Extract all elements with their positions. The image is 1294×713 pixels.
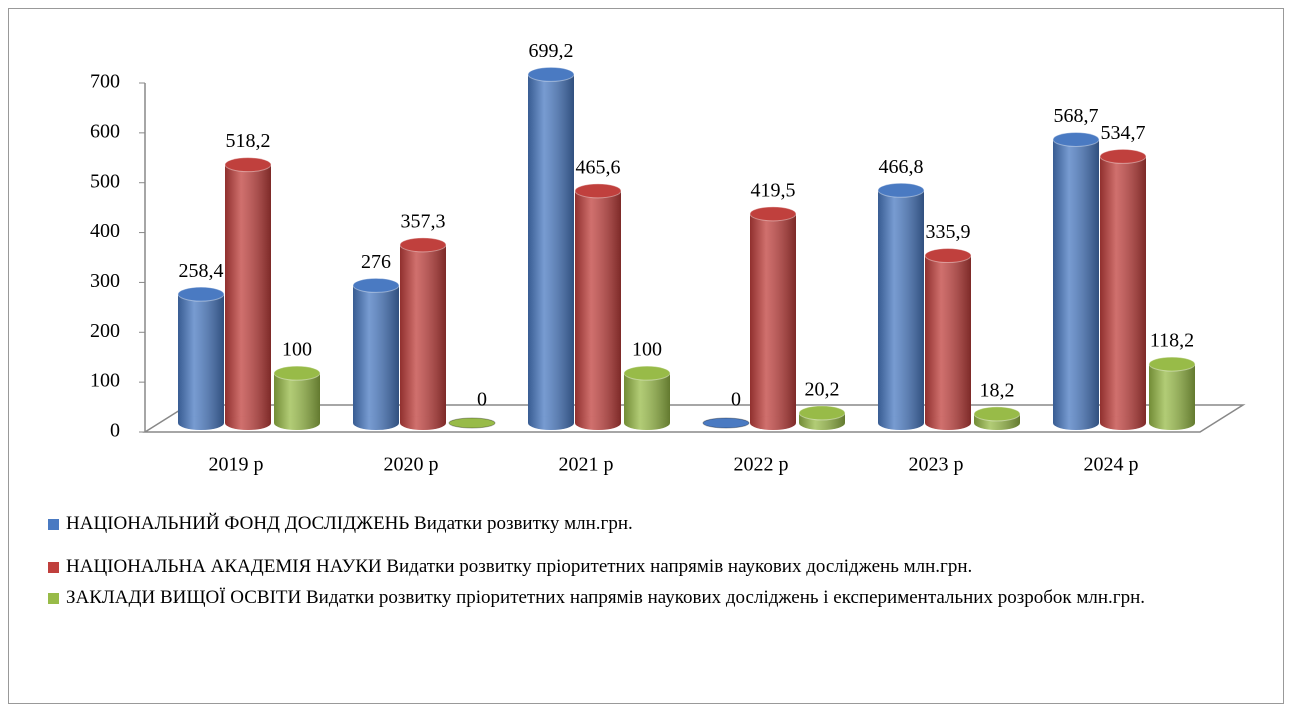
- bar-top: [623, 365, 671, 381]
- y-tick-label: 300: [90, 270, 120, 292]
- bar-bottom-shade: [1149, 416, 1195, 430]
- bar-top: [399, 237, 447, 253]
- bar: [448, 417, 496, 429]
- bar-shade: [528, 74, 574, 423]
- data-label: 465,6: [576, 156, 621, 178]
- bar-bottom-shade: [178, 416, 224, 430]
- bar-top: [1148, 356, 1196, 372]
- data-label: 0: [731, 389, 741, 411]
- legend-item: НАЦІОНАЛЬНА АКАДЕМІЯ НАУКИ Видатки розви…: [48, 553, 1258, 580]
- bar-bottom-shade: [575, 416, 621, 430]
- bar-bottom-shade: [353, 416, 399, 430]
- legend-swatch: [48, 562, 59, 573]
- bar-shade: [750, 213, 796, 423]
- data-label: 118,2: [1150, 330, 1194, 352]
- data-label: 18,2: [980, 380, 1015, 402]
- data-label: 258,4: [179, 260, 224, 282]
- data-label: 0: [477, 389, 487, 411]
- bar-top: [574, 183, 622, 199]
- bar-top: [924, 248, 972, 264]
- y-tick-label: 600: [90, 120, 120, 142]
- bar-top: [527, 66, 575, 82]
- y-tick-label: 100: [90, 370, 120, 392]
- legend-label: НАЦІОНАЛЬНИЙ ФОНД ДОСЛІДЖЕНЬ Видатки роз…: [66, 513, 633, 534]
- bar: [702, 417, 750, 429]
- data-label: 568,7: [1054, 105, 1099, 127]
- data-label: 534,7: [1101, 122, 1146, 144]
- bar-shade: [274, 373, 320, 423]
- y-tick-label: 700: [90, 71, 120, 93]
- x-tick-label: 2023 р: [909, 454, 964, 476]
- legend-item: ЗАКЛАДИ ВИЩОЇ ОСВІТИ Видатки розвитку пр…: [48, 584, 1258, 611]
- legend-swatch: [48, 593, 59, 604]
- bar-top: [224, 157, 272, 173]
- bar-top: [177, 286, 225, 302]
- data-label: 518,2: [226, 130, 271, 152]
- bar-top: [749, 206, 797, 222]
- frame: [8, 8, 1284, 704]
- data-label: 419,5: [751, 179, 796, 201]
- y-tick-label: 500: [90, 170, 120, 192]
- data-label: 699,2: [529, 40, 574, 62]
- bar-bottom-shade: [225, 416, 271, 430]
- bar-top: [1052, 131, 1100, 147]
- y-tick-label: 0: [110, 420, 120, 442]
- data-label: 335,9: [926, 221, 971, 243]
- data-label: 276: [361, 251, 391, 273]
- bar-shade: [878, 190, 924, 423]
- bar-shade: [400, 244, 446, 423]
- y-tick-label: 400: [90, 220, 120, 242]
- bar-bottom-shade: [528, 416, 574, 430]
- bar-shade: [1100, 156, 1146, 423]
- legend-label: ЗАКЛАДИ ВИЩОЇ ОСВІТИ Видатки розвитку пр…: [66, 587, 1145, 608]
- legend-item: НАЦІОНАЛЬНИЙ ФОНД ДОСЛІДЖЕНЬ Видатки роз…: [48, 510, 1258, 537]
- x-tick-label: 2022 р: [734, 454, 789, 476]
- floor: [142, 404, 1246, 433]
- bar-bottom-shade: [624, 416, 670, 430]
- data-label: 100: [632, 339, 662, 361]
- bar-bottom-shade: [274, 416, 320, 430]
- x-tick-label: 2019 р: [209, 454, 264, 476]
- data-label: 20,2: [805, 379, 840, 401]
- bar-top: [973, 406, 1021, 422]
- bar-shade: [1149, 364, 1195, 423]
- bar-shade: [624, 373, 670, 423]
- bar-bottom-shade: [1100, 416, 1146, 430]
- bar-top: [273, 365, 321, 381]
- bar-shade: [575, 190, 621, 423]
- data-label: 100: [282, 339, 312, 361]
- bar-shade: [225, 164, 271, 423]
- bar-bottom-shade: [750, 416, 796, 430]
- bar-bottom-shade: [400, 416, 446, 430]
- legend-swatch: [48, 519, 59, 530]
- x-tick-label: 2024 р: [1084, 454, 1139, 476]
- bar-bottom-shade: [799, 416, 845, 430]
- bar-shade: [353, 285, 399, 423]
- bar-bottom-shade: [878, 416, 924, 430]
- bar-top: [798, 405, 846, 421]
- bar-shade: [925, 255, 971, 423]
- legend-label: НАЦІОНАЛЬНА АКАДЕМІЯ НАУКИ Видатки розви…: [66, 556, 973, 577]
- data-label: 357,3: [401, 210, 446, 232]
- bar-top: [1099, 148, 1147, 164]
- data-label: 466,8: [879, 156, 924, 178]
- bar-shade: [1053, 139, 1099, 423]
- x-tick-label: 2021 р: [559, 454, 614, 476]
- bar-top: [352, 277, 400, 293]
- legend: НАЦІОНАЛЬНИЙ ФОНД ДОСЛІДЖЕНЬ Видатки роз…: [48, 510, 1258, 627]
- bar-bottom-shade: [925, 416, 971, 430]
- bar-bottom-shade: [1053, 416, 1099, 430]
- y-tick-label: 200: [90, 320, 120, 342]
- bar-shade: [178, 294, 224, 423]
- x-tick-label: 2020 р: [384, 454, 439, 476]
- bar-top: [877, 182, 925, 198]
